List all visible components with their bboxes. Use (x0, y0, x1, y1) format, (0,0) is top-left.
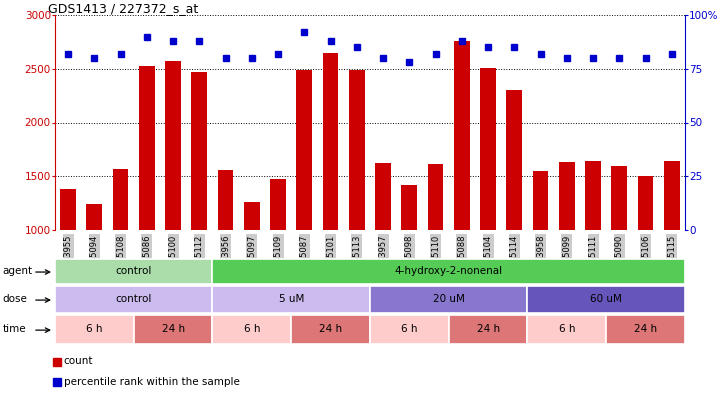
Bar (270, 179, 286, 230)
Bar (506, 90, 522, 230)
Text: 6 h: 6 h (244, 324, 260, 335)
Text: 20 uM: 20 uM (433, 294, 465, 305)
Bar (296, 70, 312, 230)
Bar (112, 169, 128, 230)
Bar (291, 315, 370, 344)
Text: 24 h: 24 h (319, 324, 342, 335)
Bar (454, 41, 470, 230)
Bar (375, 163, 391, 230)
Bar (480, 68, 496, 230)
Text: 24 h: 24 h (162, 324, 185, 335)
Text: 24 h: 24 h (634, 324, 657, 335)
Bar (611, 166, 627, 230)
Text: control: control (115, 266, 152, 277)
Bar (638, 176, 653, 230)
Text: dose: dose (2, 294, 27, 304)
Bar (606, 315, 685, 344)
Bar (428, 164, 443, 230)
Bar (134, 315, 213, 344)
Bar (559, 162, 575, 230)
Text: 5 uM: 5 uM (278, 294, 304, 305)
Bar (370, 315, 448, 344)
Bar (323, 53, 338, 230)
Bar (528, 286, 685, 313)
Bar (533, 171, 549, 230)
Bar (218, 170, 234, 230)
Bar (192, 72, 207, 230)
Text: time: time (2, 324, 26, 334)
Bar (213, 315, 291, 344)
Text: GDS1413 / 227372_s_at: GDS1413 / 227372_s_at (48, 2, 198, 15)
Bar (55, 286, 213, 313)
Text: 4-hydroxy-2-nonenal: 4-hydroxy-2-nonenal (394, 266, 503, 277)
Text: 6 h: 6 h (86, 324, 102, 335)
Bar (244, 202, 260, 230)
Bar (55, 315, 134, 344)
Bar (528, 315, 606, 344)
Bar (448, 315, 528, 344)
Text: percentile rank within the sample: percentile rank within the sample (63, 377, 239, 388)
Bar (55, 259, 213, 284)
Bar (402, 185, 417, 230)
Bar (61, 189, 76, 230)
Bar (585, 161, 601, 230)
Text: 6 h: 6 h (401, 324, 417, 335)
Bar (213, 286, 370, 313)
Text: 6 h: 6 h (559, 324, 575, 335)
Bar (370, 286, 528, 313)
Text: 24 h: 24 h (477, 324, 500, 335)
Text: control: control (115, 294, 152, 305)
Bar (87, 204, 102, 230)
Text: 60 uM: 60 uM (590, 294, 622, 305)
Text: agent: agent (2, 266, 32, 276)
Bar (349, 70, 365, 230)
Text: count: count (63, 356, 93, 367)
Bar (664, 161, 680, 230)
Bar (213, 259, 685, 284)
Bar (139, 66, 155, 230)
Bar (165, 61, 181, 230)
